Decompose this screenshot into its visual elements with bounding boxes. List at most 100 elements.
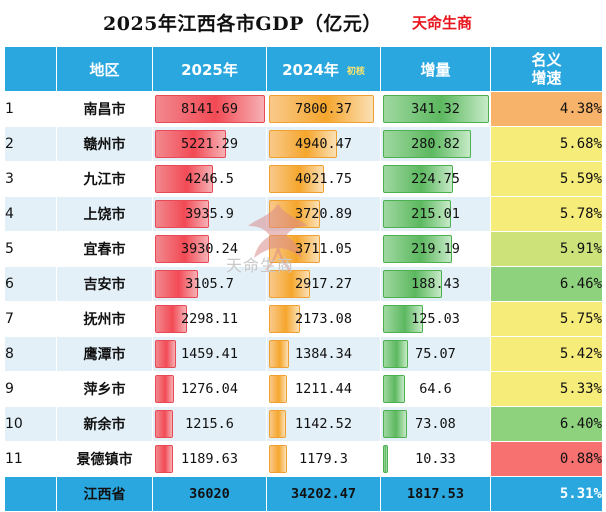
rank-cell: 9 [4,371,57,407]
table-row: 9 萍乡市 1276.04 1211.44 64.6 5.33% [4,371,603,407]
table-row: 11 景德镇市 1189.63 1179.3 10.33 0.88% [4,441,603,477]
city-cell: 赣州市 [56,126,153,162]
gdp-2024-value: 1142.52 [295,416,352,432]
growth-cell: 5.75% [490,301,603,337]
table-row: 4 上饶市 3935.9 3720.89 215.01 5.78% [4,196,603,232]
total-2024: 34202.47 [266,476,381,512]
gdp-2025-value: 1189.63 [181,451,238,467]
gdp-2025-value: 1276.04 [181,381,238,397]
gdp-2025-value: 1459.41 [181,346,238,362]
header-region: 地区 [56,46,153,92]
gdp-2025-cell: 4246.5 [152,161,267,197]
gdp-2025-cell: 8141.69 [152,91,267,127]
gdp-2024-bar [269,130,337,158]
table-row: 6 吉安市 3105.7 2917.27 188.43 6.46% [4,266,603,302]
growth-cell: 5.91% [490,231,603,267]
gdp-2025-cell: 3935.9 [152,196,267,232]
gdp-table: 地区 2025年 2024年 初核 增量 名义 增速 1 南昌市 8141.69 7800… [4,46,603,512]
growth-cell: 6.46% [490,266,603,302]
gdp-2025-cell: 5221.29 [152,126,267,162]
increase-cell: 215.01 [380,196,491,232]
gdp-2024-bar [269,305,300,333]
gdp-2025-bar [155,165,214,193]
gdp-2024-cell: 3720.89 [266,196,381,232]
table-row: 1 南昌市 8141.69 7800.37 341.32 4.38% [4,91,603,127]
growth-cell: 6.40% [490,406,603,442]
city-cell: 上饶市 [56,196,153,232]
gdp-2024-value: 3711.05 [295,241,352,257]
increase-cell: 341.32 [380,91,491,127]
gdp-2024-cell: 4021.75 [266,161,381,197]
city-cell: 鹰潭市 [56,336,153,372]
city-cell: 吉安市 [56,266,153,302]
increase-value: 73.08 [415,416,456,432]
gdp-2025-value: 8141.69 [181,101,238,117]
gdp-2025-bar [155,235,210,263]
gdp-2024-cell: 7800.37 [266,91,381,127]
increase-bar [383,305,424,333]
gdp-2025-value: 5221.29 [181,136,238,152]
rank-cell: 10 [4,406,57,442]
header-increase: 增量 [380,46,491,92]
city-cell: 九江市 [56,161,153,197]
gdp-2025-bar [155,340,177,368]
chart-title: 2025年江西各市GDP（亿元） [103,13,382,35]
increase-cell: 75.07 [380,336,491,372]
gdp-2024-bar [269,270,310,298]
increase-bar [383,410,408,438]
header-2024-tag: 初核 [346,66,365,77]
gdp-2025-bar [155,410,174,438]
increase-value: 280.82 [411,136,460,152]
title-row: 2025年江西各市GDP（亿元） 天命生商 [0,0,606,44]
total-2025: 36020 [152,476,267,512]
header-2025: 2025年 [152,46,267,92]
increase-bar [383,165,454,193]
rank-cell: 1 [4,91,57,127]
gdp-2024-value: 2173.08 [295,311,352,327]
city-cell: 萍乡市 [56,371,153,407]
increase-bar [383,445,389,473]
city-cell: 景德镇市 [56,441,153,477]
table-row: 3 九江市 4246.5 4021.75 224.75 5.59% [4,161,603,197]
gdp-2025-cell: 3105.7 [152,266,267,302]
gdp-2024-value: 1384.34 [295,346,352,362]
gdp-2025-value: 1215.6 [185,416,234,432]
gdp-2024-cell: 1211.44 [266,371,381,407]
gdp-2025-cell: 2298.11 [152,301,267,337]
growth-cell: 5.33% [490,371,603,407]
gdp-2024-bar [269,340,290,368]
gdp-2024-cell: 2173.08 [266,301,381,337]
rank-cell: 7 [4,301,57,337]
gdp-2024-bar [269,445,287,473]
increase-cell: 73.08 [380,406,491,442]
gdp-2024-bar [269,410,287,438]
table-row: 7 抚州市 2298.11 2173.08 125.03 5.75% [4,301,603,337]
table-body: 1 南昌市 8141.69 7800.37 341.32 4.38% 2 赣州市 5221.29… [4,91,603,477]
increase-cell: 188.43 [380,266,491,302]
gdp-2025-bar [155,270,199,298]
gdp-2024-value: 4940.47 [295,136,352,152]
increase-value: 219.19 [411,241,460,257]
city-cell: 南昌市 [56,91,153,127]
header-2024-label: 2024年 [282,60,339,79]
gdp-2025-bar [155,375,174,403]
city-cell: 宜春市 [56,231,153,267]
increase-bar [383,235,452,263]
growth-cell: 5.68% [490,126,603,162]
gdp-2025-value: 3930.24 [181,241,238,257]
growth-cell: 5.78% [490,196,603,232]
header-2024: 2024年 初核 [266,46,381,92]
increase-value: 10.33 [415,451,456,467]
increase-bar [383,270,443,298]
gdp-2025-bar [155,95,265,123]
increase-value: 125.03 [411,311,460,327]
rank-cell: 3 [4,161,57,197]
rank-cell: 5 [4,231,57,267]
gdp-2024-value: 1211.44 [295,381,352,397]
increase-bar [383,340,408,368]
header-rank [4,46,57,92]
increase-cell: 224.75 [380,161,491,197]
increase-value: 215.01 [411,206,460,222]
gdp-2025-bar [155,200,210,228]
increase-cell: 10.33 [380,441,491,477]
